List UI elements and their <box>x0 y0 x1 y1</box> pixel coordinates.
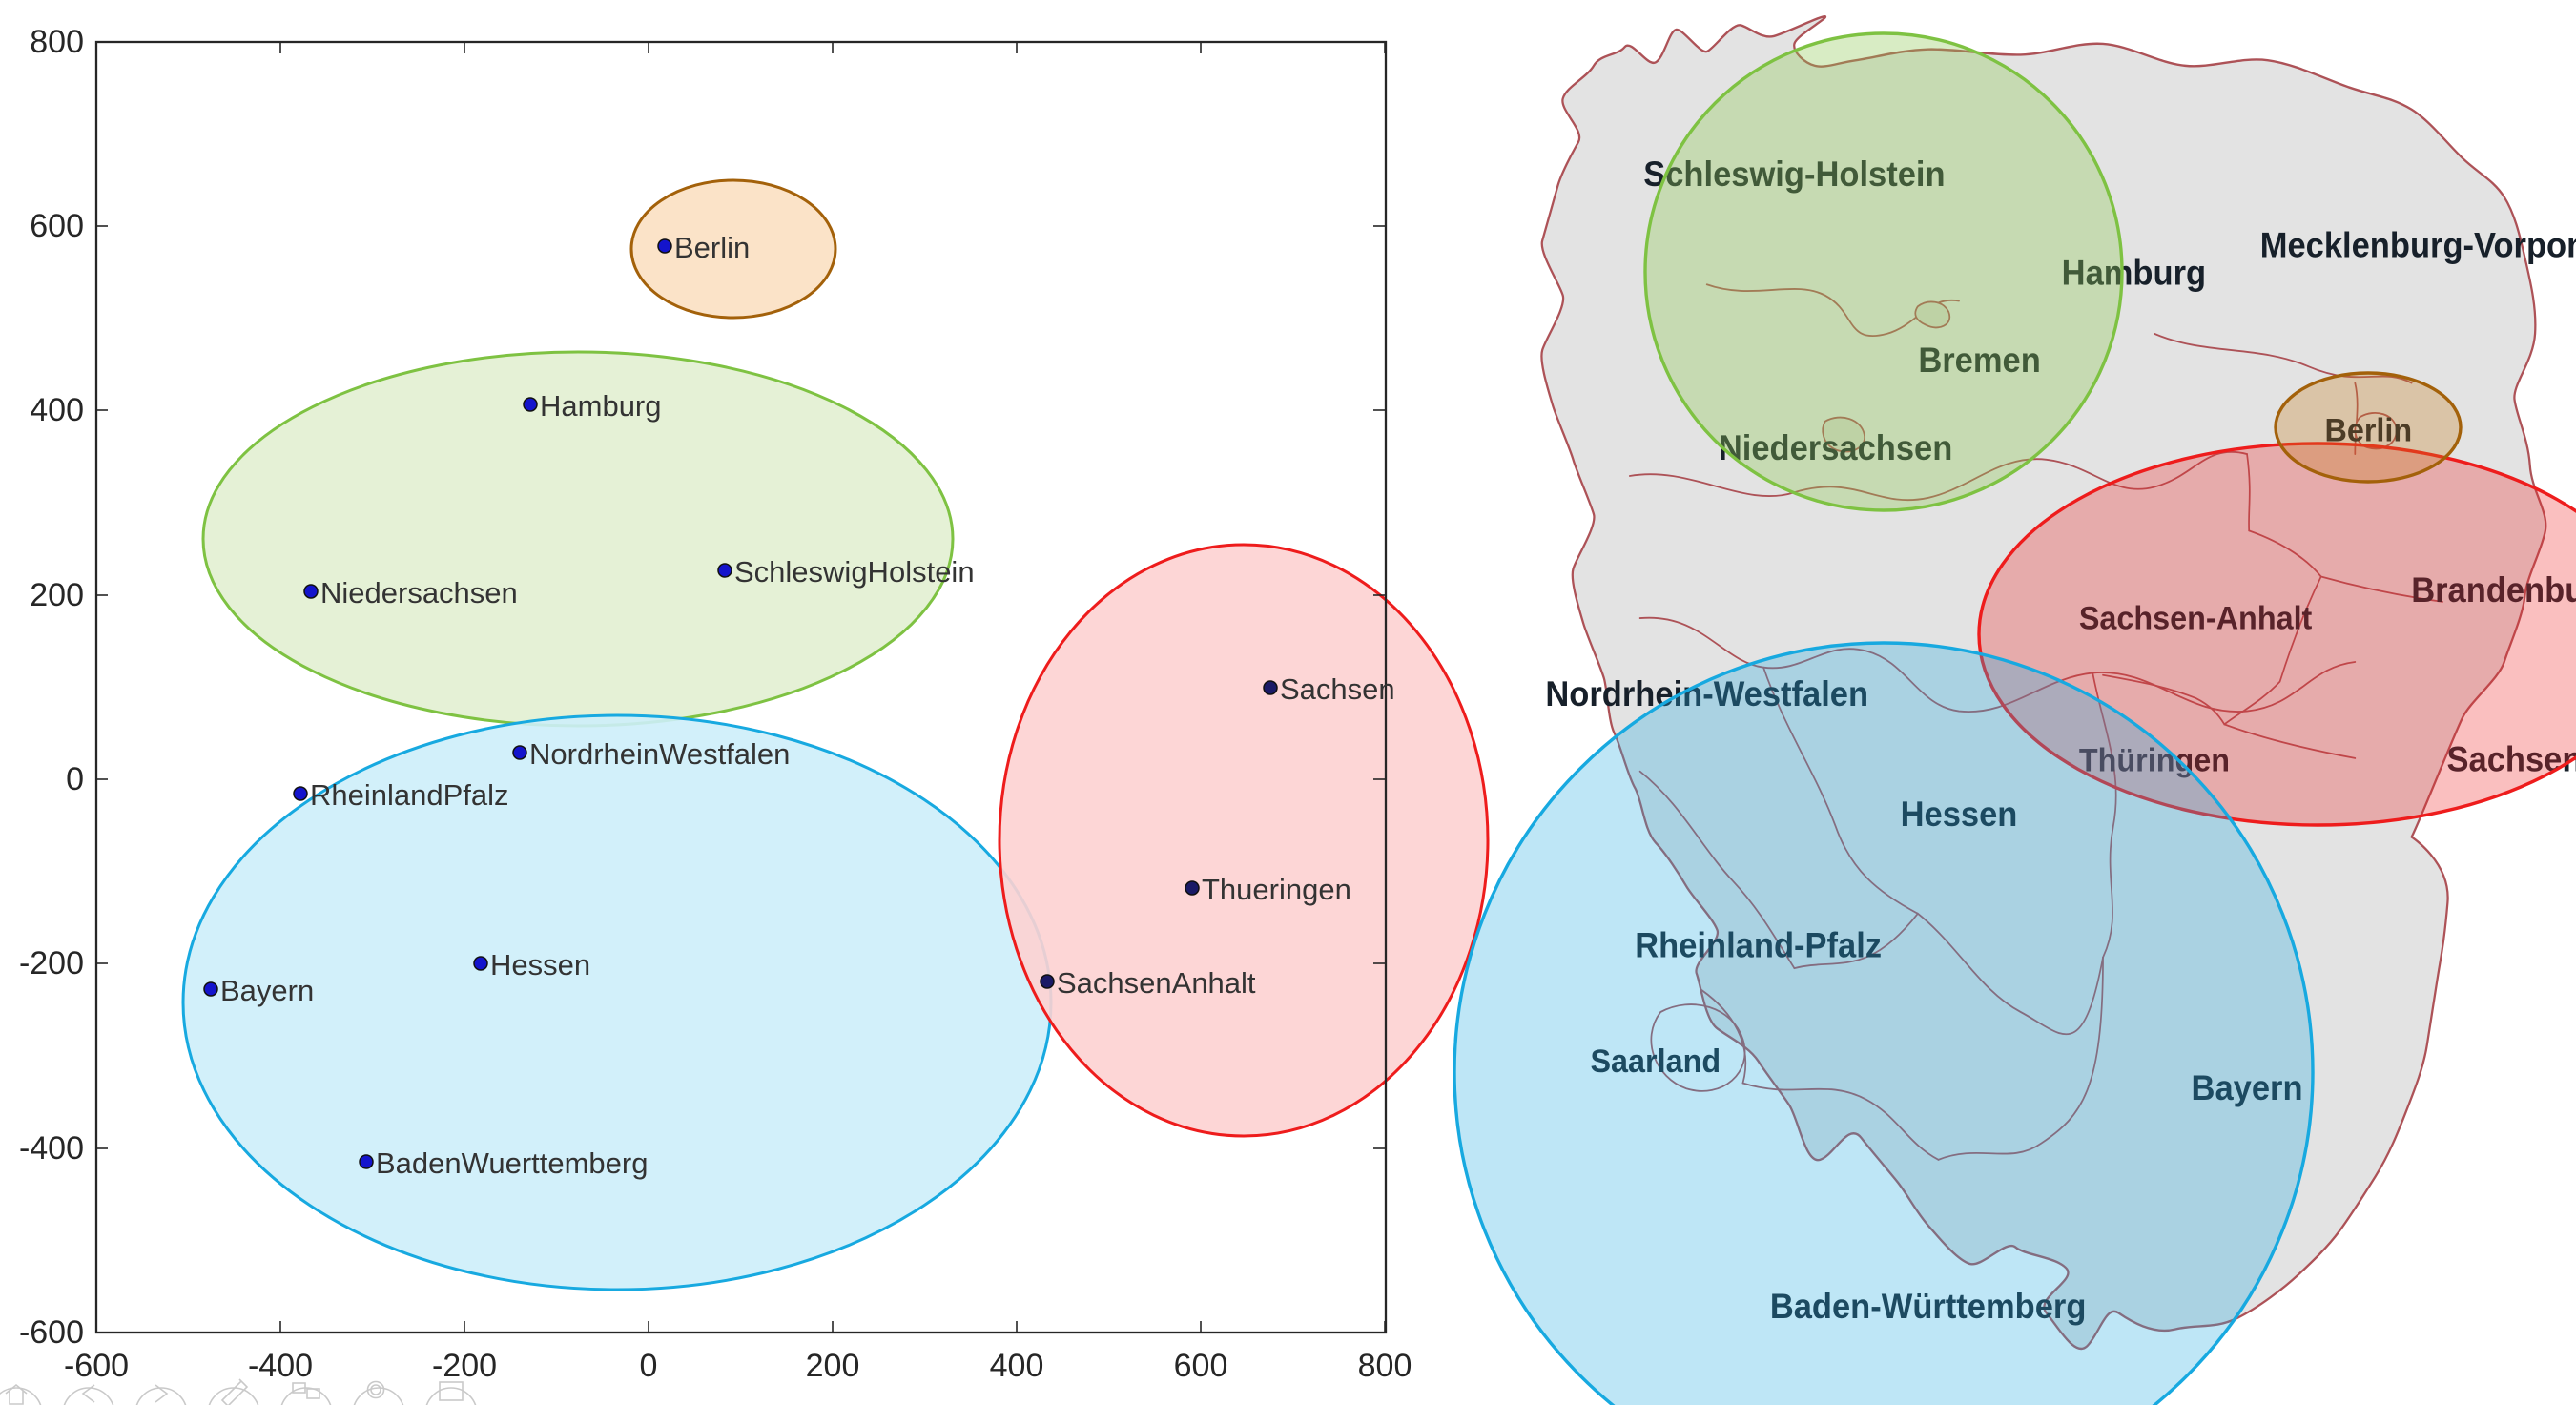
svg-text:-400: -400 <box>19 1130 84 1167</box>
svg-text:-200: -200 <box>432 1348 497 1384</box>
svg-text:400: 400 <box>30 392 84 428</box>
svg-text:Thueringen: Thueringen <box>1202 873 1351 906</box>
svg-text:-600: -600 <box>19 1314 84 1351</box>
svg-text:-600: -600 <box>64 1348 129 1384</box>
svg-text:600: 600 <box>30 208 84 244</box>
svg-text:600: 600 <box>1174 1348 1228 1384</box>
svg-text:Mecklenburg-Vorpommern: Mecklenburg-Vorpommern <box>2260 226 2576 265</box>
svg-text:RheinlandPfalz: RheinlandPfalz <box>310 778 509 812</box>
svg-text:Berlin: Berlin <box>674 231 750 264</box>
svg-text:-200: -200 <box>19 945 84 981</box>
svg-text:NordrheinWestfalen: NordrheinWestfalen <box>529 737 790 771</box>
svg-text:BadenWuerttemberg: BadenWuerttemberg <box>376 1147 648 1180</box>
svg-text:SchleswigHolstein: SchleswigHolstein <box>734 555 975 589</box>
svg-text:SachsenAnhalt: SachsenAnhalt <box>1057 966 1256 1000</box>
svg-text:200: 200 <box>30 577 84 613</box>
svg-text:Hamburg: Hamburg <box>540 389 662 423</box>
svg-text:200: 200 <box>806 1348 860 1384</box>
svg-text:Hessen: Hessen <box>490 948 590 981</box>
svg-text:0: 0 <box>66 761 84 797</box>
svg-text:800: 800 <box>1358 1348 1412 1384</box>
svg-text:Niedersachsen: Niedersachsen <box>320 576 518 610</box>
svg-text:-400: -400 <box>248 1348 313 1384</box>
svg-text:400: 400 <box>990 1348 1044 1384</box>
svg-text:Bayern: Bayern <box>220 974 314 1007</box>
svg-text:Sachsen: Sachsen <box>1280 672 1395 706</box>
svg-text:800: 800 <box>30 24 84 60</box>
svg-text:0: 0 <box>640 1348 658 1384</box>
